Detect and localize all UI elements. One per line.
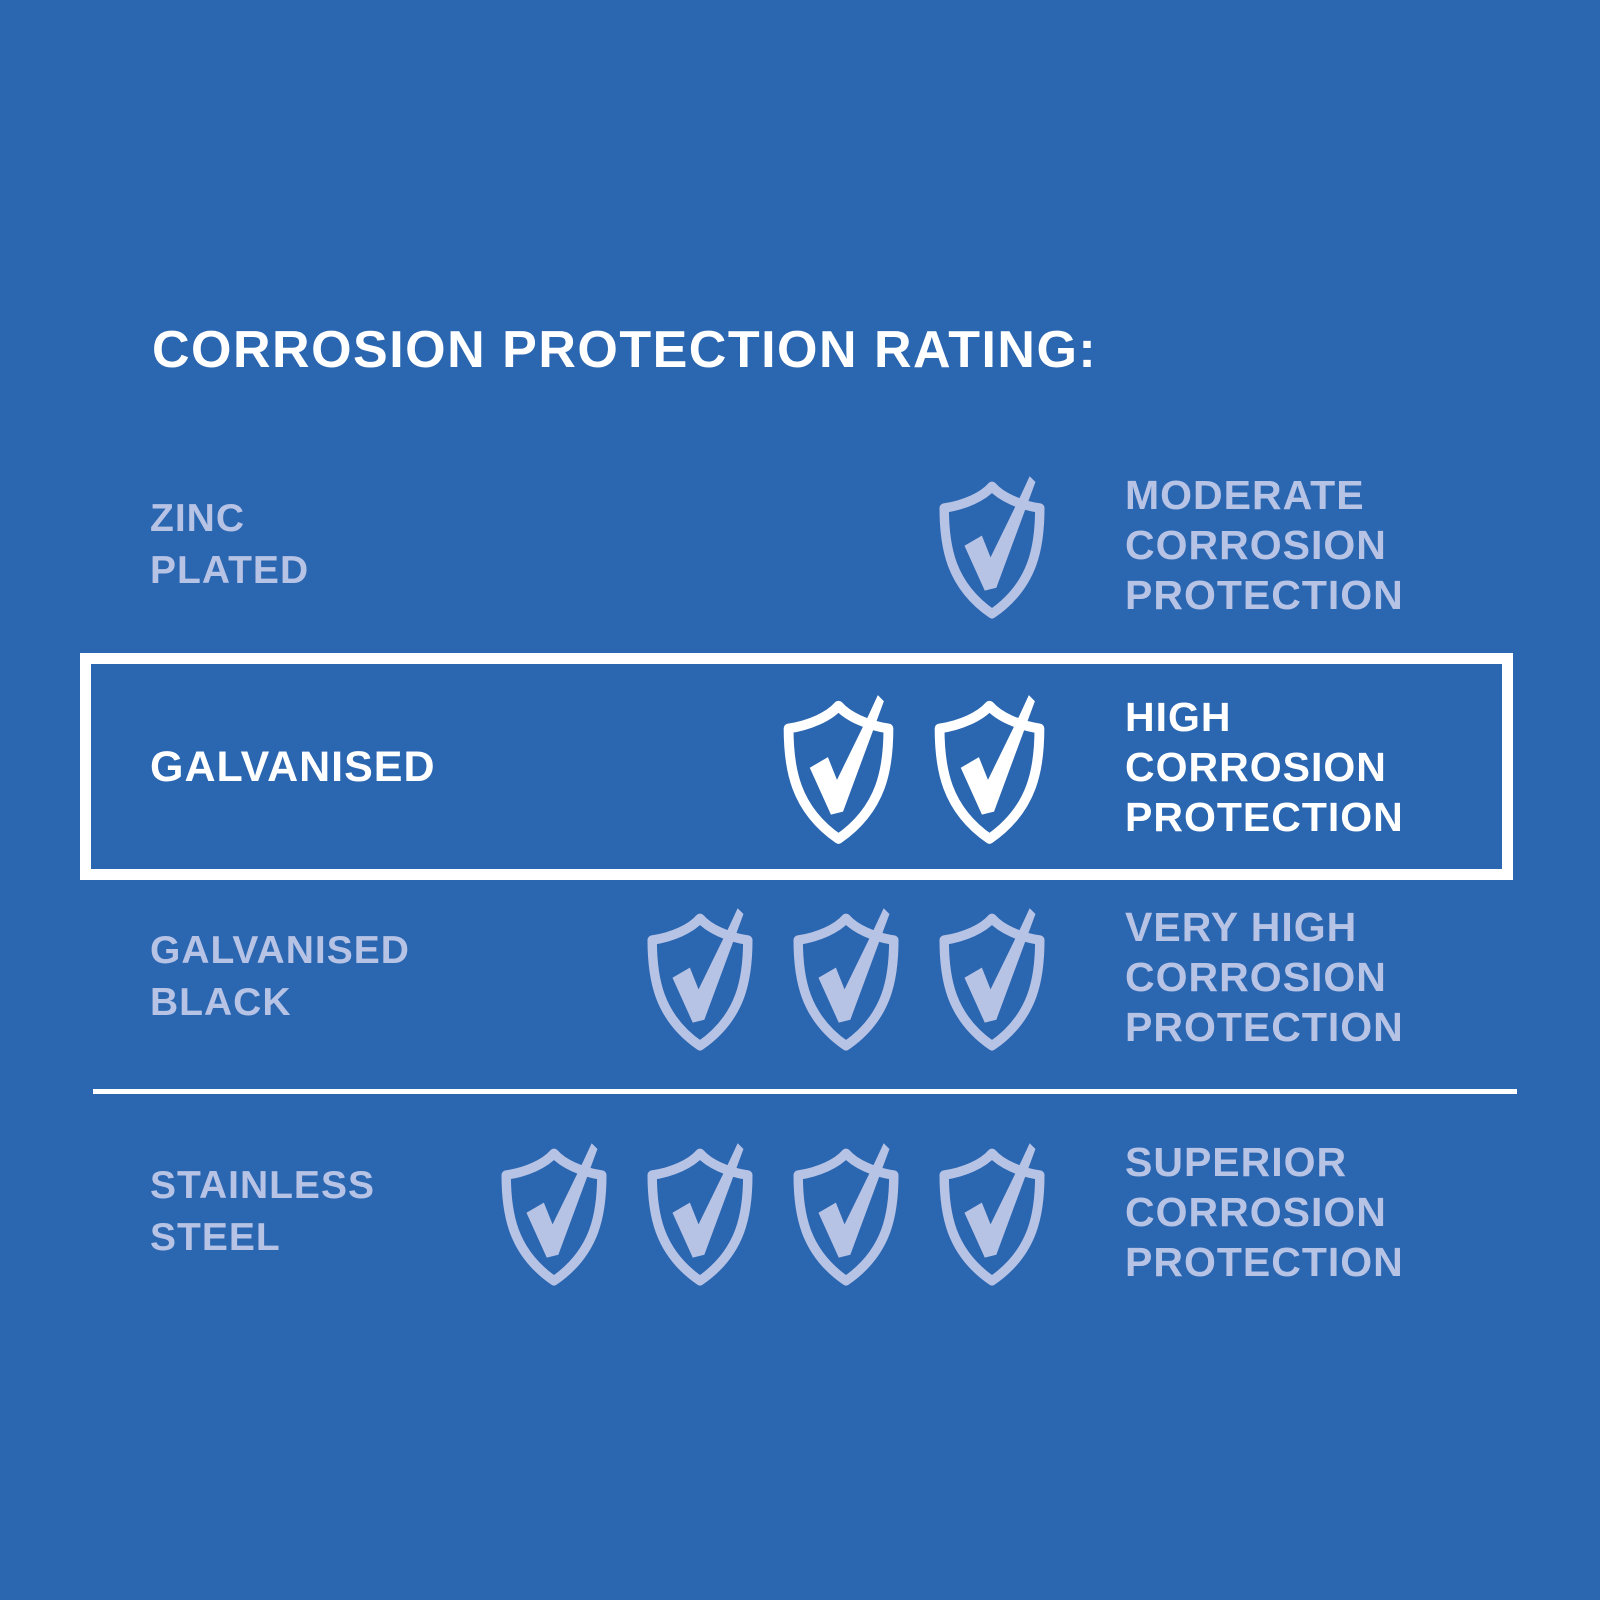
rating-label-line: SUPERIOR [1125,1139,1348,1185]
rating-label-line: CORROSION [1125,954,1387,1000]
shield-check-icon [939,476,1045,619]
material-label-line: GALVANISED [150,929,410,972]
material-label: GALVANISED BLACK [150,925,410,1029]
rating-label-line: MODERATE [1125,472,1365,518]
rating-label-line: CORROSION [1125,743,1387,790]
material-label-line: BLACK [150,981,292,1024]
material-label: STAINLESS STEEL [150,1160,375,1264]
rating-label-line: PROTECTION [1125,572,1404,618]
material-label: ZINC PLATED [150,493,309,597]
rating-label: MODERATE CORROSION PROTECTION [1125,470,1404,620]
rating-label-line: PROTECTION [1125,793,1404,840]
rating-label: HIGH CORROSION PROTECTION [1125,692,1404,842]
shield-check-icon [793,1143,899,1286]
material-label-line: STAINLESS [150,1164,375,1207]
shield-check-icon [647,1143,753,1286]
rating-label-line: PROTECTION [1125,1004,1404,1050]
shield-rating-icons [778,686,1050,848]
shield-check-icon [793,908,899,1051]
rating-row-zinc-plated: ZINC PLATED MODERATE CORROSION PROTECTIO… [80,450,1513,640]
material-label-line: ZINC [150,497,245,540]
rating-row-galvanised-black: GALVANISED BLACK VERY HIGH CORROSION PRO… [80,882,1513,1072]
page-title: CORROSION PROTECTION RATING: [152,321,1098,379]
shield-check-icon [501,1143,607,1286]
shield-rating-icons [642,900,1050,1055]
shield-rating-icons [934,468,1050,623]
material-label-line: GALVANISED [150,742,436,791]
rating-label-line: VERY HIGH [1125,904,1358,950]
separator-line [93,1089,1517,1094]
shield-check-icon [934,694,1045,844]
rating-row-stainless-steel: STAINLESS STEEL SUPERIOR CORROSION PROTE… [80,1117,1513,1307]
rating-label-line: CORROSION [1125,522,1387,568]
rating-label-line: CORROSION [1125,1189,1387,1235]
material-label-line: PLATED [150,549,310,592]
material-label-line: STEEL [150,1216,281,1259]
shield-check-icon [647,908,753,1051]
rating-label-line: HIGH [1125,693,1232,740]
rating-row-galvanised-highlighted: GALVANISED HIGH CORROSION PROTECTION [80,653,1513,880]
shield-check-icon [939,1143,1045,1286]
shield-check-icon [939,908,1045,1051]
rating-label-line: PROTECTION [1125,1239,1404,1285]
rating-label: SUPERIOR CORROSION PROTECTION [1125,1137,1404,1287]
material-label: GALVANISED [150,741,436,793]
rating-label: VERY HIGH CORROSION PROTECTION [1125,902,1404,1052]
shield-rating-icons [496,1135,1050,1290]
shield-check-icon [783,694,894,844]
